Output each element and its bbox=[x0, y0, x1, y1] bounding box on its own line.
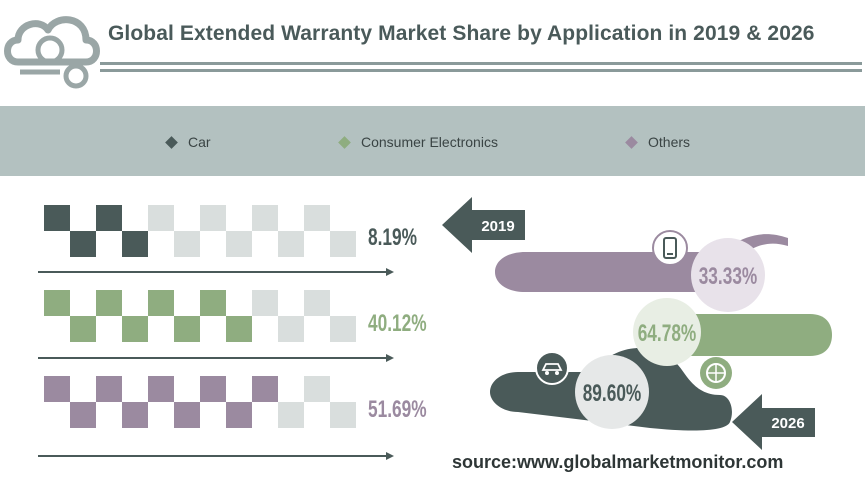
waffle-cell-consumer-electronics bbox=[304, 290, 330, 316]
legend-label-car: Car bbox=[188, 134, 211, 150]
year-2019-arrow: 2019 bbox=[442, 197, 525, 253]
title-rule-bottom bbox=[100, 69, 862, 72]
arrow-head-icon bbox=[386, 354, 394, 362]
source-credit: source:www.globalmarketmonitor.com bbox=[452, 452, 784, 472]
waffle-cell-consumer-electronics bbox=[330, 316, 356, 342]
waffle-cell-others bbox=[200, 376, 226, 402]
electronics-2026-badge: 64.78% bbox=[633, 298, 701, 366]
legend-band bbox=[0, 106, 865, 176]
waffle-cell-others bbox=[96, 376, 122, 402]
waffle-cell-others bbox=[278, 402, 304, 428]
waffle-cell-consumer-electronics bbox=[122, 316, 148, 342]
waffle-cell-car bbox=[330, 231, 356, 257]
waffle-cell-others bbox=[304, 376, 330, 402]
arrow-head-icon bbox=[386, 268, 394, 276]
waffle-cell-consumer-electronics bbox=[70, 316, 96, 342]
waffle-cell-car bbox=[122, 231, 148, 257]
waffle-cell-others bbox=[226, 402, 252, 428]
diamond-icon bbox=[338, 135, 351, 149]
waffle-cell-car bbox=[174, 231, 200, 257]
waffle-cell-car bbox=[70, 231, 96, 257]
waffle-cell-consumer-electronics bbox=[278, 316, 304, 342]
waffle-cell-others bbox=[70, 402, 96, 428]
legend-label-others: Others bbox=[648, 134, 691, 150]
value-label-others-2026: 33.33% bbox=[699, 263, 758, 289]
diamond-icon bbox=[625, 135, 638, 149]
waffle-cell-consumer-electronics bbox=[252, 290, 278, 316]
waffle-cell-consumer-electronics bbox=[226, 316, 252, 342]
diamond-icon bbox=[165, 135, 178, 149]
waffle-cell-car bbox=[148, 205, 174, 231]
waffle-cell-consumer-electronics bbox=[174, 316, 200, 342]
value-label-car-2026: 89.60% bbox=[583, 380, 642, 406]
car-2026-badge: 89.60% bbox=[575, 355, 649, 429]
waffle-cell-others bbox=[44, 376, 70, 402]
waffle-cell-others bbox=[148, 376, 174, 402]
waffle-cell-car bbox=[200, 205, 226, 231]
page-title: Global Extended Warranty Market Share by… bbox=[108, 22, 815, 45]
waffle-cell-consumer-electronics bbox=[200, 290, 226, 316]
value-label-electronics-2019: 40.12% bbox=[368, 310, 427, 337]
waffle-cell-others bbox=[174, 402, 200, 428]
ribbon-chart-2026: 2019 33.33% 64.78% 89.60% 2026 bbox=[442, 197, 832, 450]
waffle-cell-car bbox=[44, 205, 70, 231]
cloud-gear-logo-icon bbox=[4, 16, 100, 89]
waffle-cell-car bbox=[278, 231, 304, 257]
waffle-cell-consumer-electronics bbox=[44, 290, 70, 316]
car-icon bbox=[535, 351, 569, 385]
value-label-others-2019: 51.69% bbox=[368, 396, 427, 423]
legend-item-others: Others bbox=[625, 134, 691, 150]
waffle-cell-others bbox=[252, 376, 278, 402]
waffle-cell-others bbox=[330, 402, 356, 428]
value-label-electronics-2026: 64.78% bbox=[638, 320, 697, 346]
waffle-cell-others bbox=[122, 402, 148, 428]
waffle-cell-car bbox=[304, 205, 330, 231]
waffle-cell-car bbox=[226, 231, 252, 257]
others-2026-badge: 33.33% bbox=[691, 238, 765, 312]
phone-icon bbox=[652, 230, 688, 266]
legend-label-consumer-electronics: Consumer Electronics bbox=[361, 134, 498, 150]
value-label-car-2019: 8.19% bbox=[368, 224, 418, 251]
arrow-head-icon bbox=[386, 452, 394, 460]
year-2019-label: 2019 bbox=[481, 218, 514, 235]
globe-icon bbox=[700, 357, 732, 389]
year-2026-label: 2026 bbox=[771, 415, 804, 432]
waffle-cell-car bbox=[252, 205, 278, 231]
waffle-cell-consumer-electronics bbox=[148, 290, 174, 316]
title-rule-top bbox=[100, 62, 862, 65]
legend-item-consumer-electronics: Consumer Electronics bbox=[338, 134, 498, 150]
legend-item-car: Car bbox=[165, 134, 211, 150]
waffle-chart-2019 bbox=[38, 205, 394, 460]
waffle-cell-car bbox=[96, 205, 122, 231]
waffle-cell-consumer-electronics bbox=[96, 290, 122, 316]
year-2026-arrow: 2026 bbox=[732, 394, 815, 450]
